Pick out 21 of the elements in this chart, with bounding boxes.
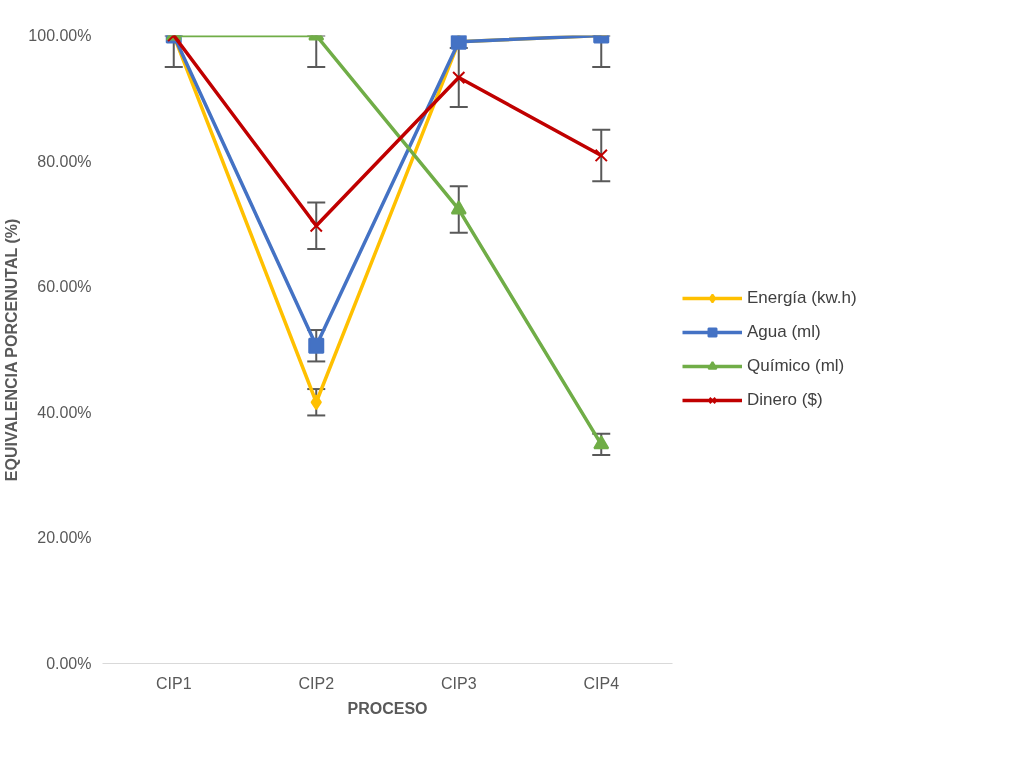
- legend-label: Agua (ml): [747, 322, 821, 342]
- legend-label: Dinero ($): [747, 390, 823, 410]
- x-axis-title: PROCESO: [347, 699, 428, 717]
- point: [309, 219, 323, 233]
- x-tick-label: CIP1: [155, 674, 192, 692]
- x-tick-label: CIP2: [298, 674, 335, 692]
- y-tick-label: 20.00%: [37, 529, 92, 547]
- y-axis-title: EQUIVALENCIA PORCENUTAL (%): [3, 218, 21, 482]
- y-tick-label: 40.00%: [37, 403, 92, 421]
- point: [593, 435, 610, 450]
- y-tick-label: 100.00%: [28, 27, 92, 44]
- legend-label: Energía (kw.h): [747, 288, 857, 308]
- point: [310, 394, 322, 411]
- legend-label: Químico (ml): [747, 356, 845, 376]
- y-tick-label: 60.00%: [37, 278, 92, 296]
- y-tick-label: 0.00%: [46, 655, 92, 672]
- y-tick-label: 80.00%: [37, 152, 92, 170]
- point: [308, 337, 325, 354]
- x-tick-label: CIP3: [440, 674, 477, 692]
- point: [594, 148, 608, 163]
- x-tick-label: CIP4: [583, 674, 620, 692]
